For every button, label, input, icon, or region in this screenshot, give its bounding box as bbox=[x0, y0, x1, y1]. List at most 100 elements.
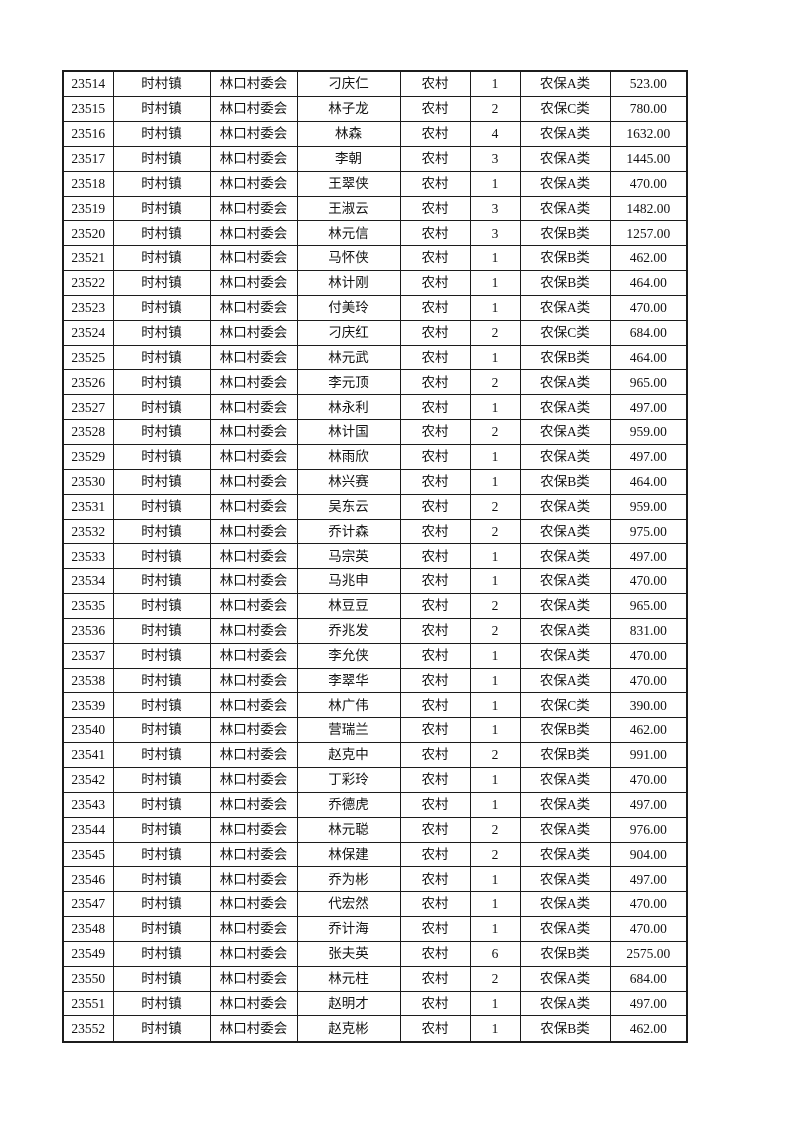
cell-residence_type: 农村 bbox=[399, 1015, 471, 1043]
cell-residence_type: 农村 bbox=[399, 220, 471, 247]
cell-residence_type: 农村 bbox=[399, 791, 471, 818]
cell-insurance_class: 农保A类 bbox=[519, 195, 611, 222]
cell-insurance_class: 农保A类 bbox=[519, 170, 611, 197]
cell-town: 时村镇 bbox=[112, 642, 211, 669]
cell-record_id: 23535 bbox=[62, 593, 114, 619]
cell-insurance_class: 农保A类 bbox=[519, 891, 611, 918]
cell-residence_type: 农村 bbox=[399, 742, 471, 768]
cell-person_count: 6 bbox=[469, 940, 521, 967]
cell-town: 时村镇 bbox=[112, 791, 211, 818]
cell-amount: 523.00 bbox=[609, 70, 688, 98]
cell-record_id: 23547 bbox=[62, 891, 114, 918]
table-row: 23533 时村镇 林口村委会 马宗英 农村 1 农保A类 497.00 bbox=[62, 543, 688, 570]
cell-village_committee: 林口村委会 bbox=[209, 841, 298, 868]
cell-village_committee: 林口村委会 bbox=[209, 170, 298, 197]
cell-insurance_class: 农保A类 bbox=[519, 568, 611, 595]
cell-insurance_class: 农保A类 bbox=[519, 766, 611, 793]
cell-village_committee: 林口村委会 bbox=[209, 692, 298, 719]
cell-village_committee: 林口村委会 bbox=[209, 990, 298, 1017]
cell-residence_type: 农村 bbox=[399, 916, 471, 942]
table-row: 23549 时村镇 林口村委会 张夫英 农村 6 农保B类 2575.00 bbox=[62, 940, 688, 967]
cell-residence_type: 农村 bbox=[399, 145, 471, 172]
cell-person_count: 2 bbox=[469, 369, 521, 396]
cell-person_count: 2 bbox=[469, 419, 521, 446]
cell-record_id: 23515 bbox=[62, 96, 114, 123]
cell-residence_type: 农村 bbox=[399, 816, 471, 843]
cell-town: 时村镇 bbox=[112, 990, 211, 1017]
cell-person_name: 付美玲 bbox=[296, 294, 401, 321]
cell-insurance_class: 农保A类 bbox=[519, 294, 611, 321]
cell-residence_type: 农村 bbox=[399, 866, 471, 893]
cell-person_name: 马兆申 bbox=[296, 568, 401, 595]
table-row: 23542 时村镇 林口村委会 丁彩玲 农村 1 农保A类 470.00 bbox=[62, 766, 688, 793]
cell-village_committee: 林口村委会 bbox=[209, 344, 298, 371]
cell-insurance_class: 农保A类 bbox=[519, 990, 611, 1017]
cell-insurance_class: 农保B类 bbox=[519, 344, 611, 371]
cell-village_committee: 林口村委会 bbox=[209, 667, 298, 694]
cell-insurance_class: 农保A类 bbox=[519, 543, 611, 570]
cell-village_committee: 林口村委会 bbox=[209, 468, 298, 495]
cell-residence_type: 农村 bbox=[399, 841, 471, 868]
cell-record_id: 23539 bbox=[62, 692, 114, 719]
cell-residence_type: 农村 bbox=[399, 319, 471, 346]
cell-town: 时村镇 bbox=[112, 940, 211, 967]
cell-person_name: 赵克彬 bbox=[296, 1015, 401, 1043]
cell-residence_type: 农村 bbox=[399, 766, 471, 793]
cell-town: 时村镇 bbox=[112, 96, 211, 123]
cell-person_count: 2 bbox=[469, 319, 521, 346]
cell-person_name: 林元武 bbox=[296, 344, 401, 371]
table-row: 23519 时村镇 林口村委会 王淑云 农村 3 农保A类 1482.00 bbox=[62, 195, 688, 222]
cell-person_name: 丁彩玲 bbox=[296, 766, 401, 793]
cell-insurance_class: 农保A类 bbox=[519, 145, 611, 172]
cell-record_id: 23526 bbox=[62, 369, 114, 396]
cell-village_committee: 林口村委会 bbox=[209, 220, 298, 247]
cell-village_committee: 林口村委会 bbox=[209, 916, 298, 942]
cell-village_committee: 林口村委会 bbox=[209, 791, 298, 818]
cell-person_count: 2 bbox=[469, 965, 521, 992]
cell-person_count: 1 bbox=[469, 717, 521, 744]
cell-village_committee: 林口村委会 bbox=[209, 493, 298, 520]
cell-residence_type: 农村 bbox=[399, 419, 471, 446]
cell-residence_type: 农村 bbox=[399, 617, 471, 644]
cell-village_committee: 林口村委会 bbox=[209, 369, 298, 396]
cell-town: 时村镇 bbox=[112, 170, 211, 197]
cell-amount: 2575.00 bbox=[609, 940, 688, 967]
table-row: 23544 时村镇 林口村委会 林元聪 农村 2 农保A类 976.00 bbox=[62, 816, 688, 843]
cell-person_count: 1 bbox=[469, 1015, 521, 1043]
cell-person_count: 1 bbox=[469, 568, 521, 595]
cell-amount: 470.00 bbox=[609, 170, 688, 197]
cell-record_id: 23540 bbox=[62, 717, 114, 744]
cell-record_id: 23516 bbox=[62, 121, 114, 147]
cell-residence_type: 农村 bbox=[399, 270, 471, 296]
cell-village_committee: 林口村委会 bbox=[209, 121, 298, 147]
cell-town: 时村镇 bbox=[112, 841, 211, 868]
cell-town: 时村镇 bbox=[112, 816, 211, 843]
cell-person_count: 2 bbox=[469, 518, 521, 545]
cell-amount: 497.00 bbox=[609, 791, 688, 818]
table-row: 23540 时村镇 林口村委会 营瑞兰 农村 1 农保B类 462.00 bbox=[62, 717, 688, 744]
cell-person_name: 王翠侠 bbox=[296, 170, 401, 197]
cell-village_committee: 林口村委会 bbox=[209, 96, 298, 123]
table-row: 23539 时村镇 林口村委会 林广伟 农村 1 农保C类 390.00 bbox=[62, 692, 688, 719]
table-row: 23537 时村镇 林口村委会 李允侠 农村 1 农保A类 470.00 bbox=[62, 642, 688, 669]
cell-amount: 1632.00 bbox=[609, 121, 688, 147]
cell-town: 时村镇 bbox=[112, 369, 211, 396]
cell-record_id: 23524 bbox=[62, 319, 114, 346]
cell-amount: 904.00 bbox=[609, 841, 688, 868]
cell-person_count: 3 bbox=[469, 220, 521, 247]
cell-town: 时村镇 bbox=[112, 742, 211, 768]
cell-person_count: 2 bbox=[469, 742, 521, 768]
cell-residence_type: 农村 bbox=[399, 891, 471, 918]
cell-record_id: 23544 bbox=[62, 816, 114, 843]
cell-amount: 470.00 bbox=[609, 568, 688, 595]
cell-amount: 470.00 bbox=[609, 766, 688, 793]
cell-insurance_class: 农保A类 bbox=[519, 965, 611, 992]
cell-town: 时村镇 bbox=[112, 965, 211, 992]
cell-record_id: 23534 bbox=[62, 568, 114, 595]
cell-person_count: 1 bbox=[469, 468, 521, 495]
cell-person_count: 1 bbox=[469, 245, 521, 272]
table-row: 23516 时村镇 林口村委会 林森 农村 4 农保A类 1632.00 bbox=[62, 121, 688, 147]
cell-person_count: 1 bbox=[469, 70, 521, 98]
cell-residence_type: 农村 bbox=[399, 692, 471, 719]
table-row: 23520 时村镇 林口村委会 林元信 农村 3 农保B类 1257.00 bbox=[62, 220, 688, 247]
